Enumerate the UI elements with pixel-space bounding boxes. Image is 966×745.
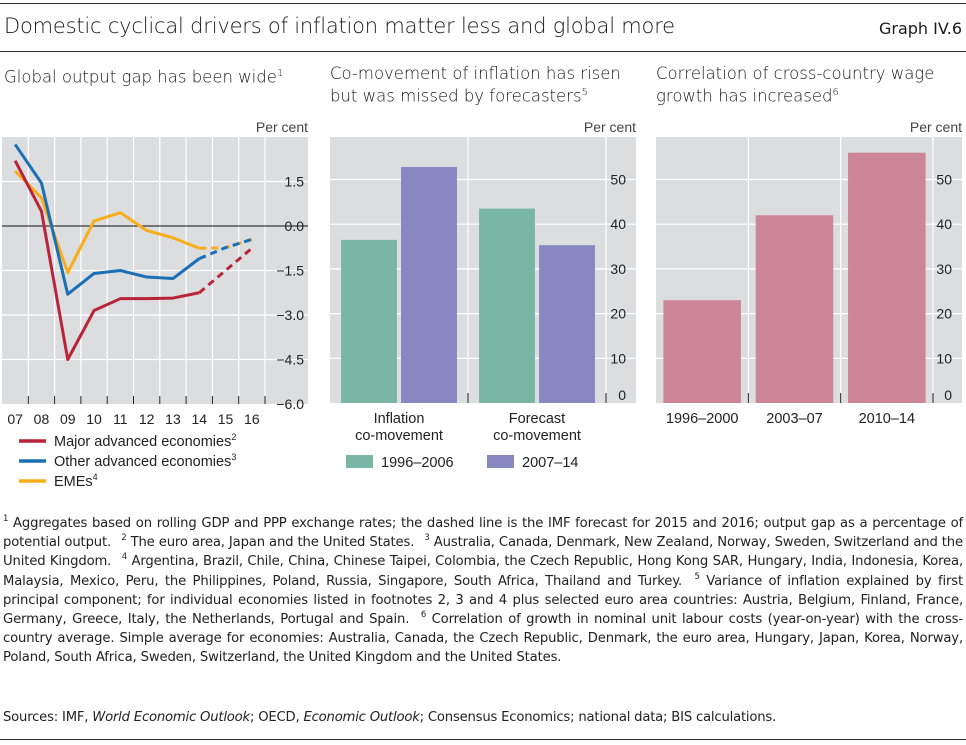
panel3-bar [663,300,741,403]
panel1-xtick-label: 14 [191,411,207,427]
panel3-title-line2: growth has increased [656,86,833,106]
sources-weo: World Economic Outlook [92,710,250,725]
panel1-series-line [13,143,201,296]
footnote-3: 3 Australia, Canada, Denmark, New Zealan… [3,533,963,570]
panel2-title-line1: Co-movement of inflation has risen [330,64,621,83]
graph-title: Domestic cyclical drivers of inflation m… [4,14,675,38]
panel2-category-label: Inflation [374,411,425,427]
legend-note: 4 [93,472,98,482]
panel2-bar [539,245,595,403]
footnote-2: 2 The euro area, Japan and the United St… [121,533,419,551]
panel1-title: Global output gap has been wide1 [4,64,283,87]
title-rule [0,51,966,52]
footnote-1: 1 Aggregates based on rolling GDP and PP… [3,514,963,551]
panel2-bar [341,239,397,403]
footnote-marker: 3 [424,533,430,544]
charts-canvas: 1.5 0.0 −1.5 −3.0 −4.5 −6.0 Per cent 07 08 09 10 11… [2,119,962,490]
panel1-ytick-label: −1.5 [276,263,304,279]
panel2-ylabel: Per cent [584,119,636,135]
panel2-ytick-label: 40 [610,216,626,232]
panel1-xtick-label: 11 [113,411,128,427]
panel1-title-note: 1 [276,68,284,79]
panel3-bar [755,215,834,403]
panel3-category-label: 1996–2000 [666,411,739,427]
panel3-bar [848,152,926,403]
panel2-category-label: Forecast [509,411,565,427]
panel1-xtick-label: 16 [244,411,260,427]
panel2-title: Co-movement of inflation has risen but wa… [330,64,621,106]
panel3-ylabel: Per cent [910,119,962,135]
panel2-ytick-label: 0 [618,387,626,403]
panel2-title-line2: but was missed by forecasters [330,86,582,106]
panel1-legend-label: Major advanced economies2 [54,432,236,450]
panel3-category-label: 2010–14 [859,411,915,427]
panel1-xtick-label: 09 [60,411,76,427]
panel2-ytick-label: 50 [610,172,626,188]
sources-prefix: Sources: IMF, [3,710,93,725]
panel2-category-label: co-movement [355,428,443,444]
panel1-xtick-label: 12 [139,411,155,427]
footnote-4: 4 Argentina, Brazil, Chile, China, Chine… [3,552,963,589]
footnote-5: 5 Variance of inflation explained by fir… [3,571,963,628]
panel1-ytick-label: −4.5 [276,352,304,368]
panel2-title-note: 5 [581,87,588,98]
panel1-series-line [14,170,200,275]
sources-eo: Economic Outlook [303,710,420,725]
panel3-ytick-label: 0 [944,387,952,403]
footnote-marker: 5 [694,571,700,582]
sources-suffix: ; Consensus Economics; national data; BI… [419,710,777,725]
top-rule [0,3,966,4]
panel1-chart: 1.5 0.0 −1.5 −3.0 −4.5 −6.0 Per cent 07 08 09 10 11… [2,119,308,490]
panel1-ylabel: Per cent [256,119,308,135]
panel1-xtick-label: 15 [218,411,234,427]
panel3-title-note: 6 [832,87,839,98]
footnotes: 1 Aggregates based on rolling GDP and PP… [3,514,963,668]
panel2-legend-label: 2007–14 [522,455,578,471]
panel2-bar [401,166,457,403]
bottom-rule [0,739,966,740]
legend-note: 3 [231,452,236,462]
panel3-ytick-label: 30 [936,261,952,277]
panel2-legend-swatch [487,455,514,468]
sources-note: Sources: IMF, World Economic Outlook; OE… [3,710,776,725]
panel3-category-label: 2003–07 [766,411,822,427]
panel2-bar [479,208,535,403]
sources-mid: ; OECD, [249,710,304,725]
legend-note: 2 [231,432,236,442]
panel3-chart: 0 10 20 30 40 50 1996–2000 2003–07 2010–14 Per ce… [656,119,962,427]
panel2-legend-label: 1996–2006 [381,455,454,471]
panel2-category-label: co-movement [493,428,581,444]
footnote-marker: 2 [121,533,127,544]
panel1-ytick-label: 0.0 [285,218,305,234]
graph-number: Graph IV.6 [878,19,962,38]
footnote-marker: 4 [121,552,127,563]
panel2-legend-swatch [346,455,373,468]
panel1-xtick-label: 07 [7,411,23,427]
panel1-xtick-label: 08 [34,411,50,427]
panel1-xtick-label: 10 [86,411,102,427]
footnote-marker: 6 [420,610,427,621]
panel1-ytick-label: −3.0 [276,307,304,323]
panel3-ytick-label: 20 [936,306,952,322]
panel3-ytick-label: 50 [936,172,952,188]
panel1-series-line [13,160,200,361]
panel3-title: Correlation of cross-country wage growth … [656,64,934,106]
panel3-ytick-label: 40 [936,216,952,232]
footnote-6: 6 Correlation of growth in nominal unit … [3,610,963,666]
footnote-marker: 1 [3,514,9,524]
panel2-ytick-label: 30 [610,261,626,277]
panel3-ytick-label: 10 [936,350,952,366]
panel1-xtick-label: 13 [165,411,181,427]
panel2-ytick-label: 20 [610,306,626,322]
panel1-ytick-label: −6.0 [276,396,304,412]
panel1-legend-label: EMEs4 [54,472,98,490]
panel3-title-line1: Correlation of cross-country wage [656,64,935,83]
panel2-ytick-label: 10 [610,350,626,366]
panel2-chart: 01020304050Inflationco-movementForecastc… [330,119,636,471]
panel1-title-text: Global output gap has been wide [4,67,277,87]
panel1-legend-label: Other advanced economies3 [54,452,236,470]
panel1-ytick-label: 1.5 [285,174,305,190]
